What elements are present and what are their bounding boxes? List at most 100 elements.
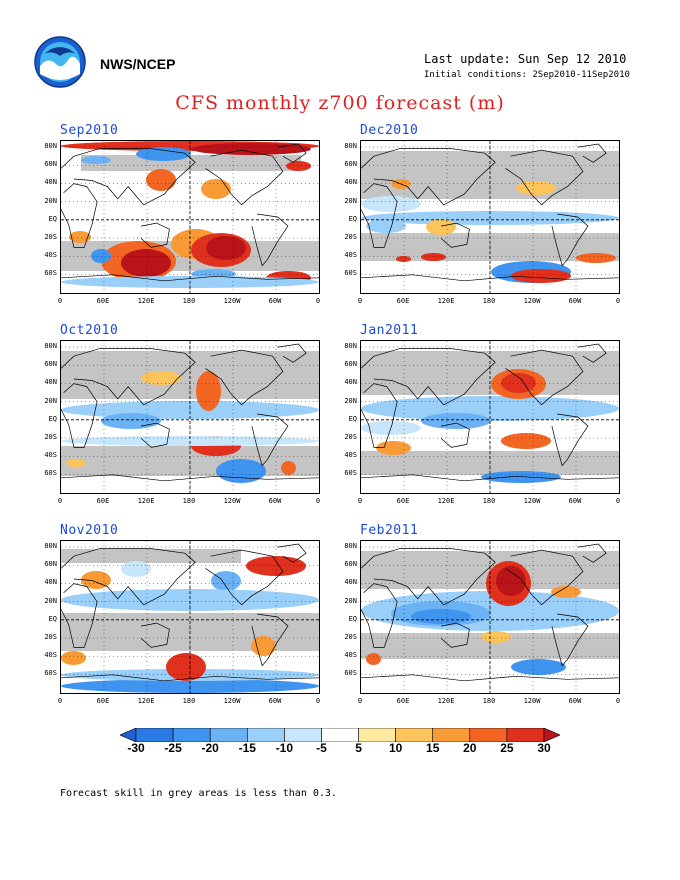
- anomaly-region: [201, 179, 231, 199]
- map-panel-oct2010: [60, 340, 320, 494]
- map-canvas: [361, 341, 619, 493]
- lat-tick-label: EQ: [348, 214, 357, 223]
- colorbar-swatch: [172, 728, 211, 742]
- lat-tick-label: 40S: [44, 251, 57, 260]
- lat-tick-label: EQ: [348, 414, 357, 423]
- coastline: [577, 543, 607, 563]
- lat-tick-label: 20N: [44, 596, 57, 605]
- coastline: [505, 149, 584, 206]
- colorbar-tick-label: -20: [201, 741, 219, 755]
- lat-tick-label: EQ: [48, 414, 57, 423]
- lat-tick-label: 40N: [44, 178, 57, 187]
- anomaly-region: [411, 609, 471, 624]
- lat-tick-label: 60S: [44, 269, 57, 278]
- lat-tick-label: 60S: [344, 469, 357, 478]
- lon-tick-label: 180: [182, 697, 196, 705]
- lon-tick-label: 120E: [437, 497, 455, 505]
- anomaly-region: [101, 413, 161, 429]
- lon-tick-label: 0: [615, 297, 621, 305]
- lat-tick-label: 60S: [44, 669, 57, 678]
- coastline: [577, 143, 607, 163]
- colorbar: [120, 728, 560, 742]
- lat-tick-label: 60S: [44, 469, 57, 478]
- coastline: [551, 613, 589, 667]
- lon-tick-label: 0: [315, 697, 321, 705]
- lon-tick-label: 60E: [96, 497, 110, 505]
- lon-tick-label: 120W: [523, 297, 541, 305]
- lat-tick-label: 40N: [44, 378, 57, 387]
- coastline: [205, 349, 284, 406]
- anomaly-region: [81, 156, 111, 164]
- anomaly-region: [121, 561, 151, 577]
- colorbar-swatch: [506, 728, 545, 742]
- coastline: [361, 583, 398, 648]
- lon-tick-label: 180: [182, 297, 196, 305]
- coastline: [251, 413, 289, 467]
- lon-tick-label: 180: [482, 497, 496, 505]
- lat-tick-label: EQ: [348, 614, 357, 623]
- footnote: Forecast skill in grey areas is less tha…: [60, 788, 337, 799]
- lon-tick-label: 0: [357, 697, 363, 705]
- lat-tick-label: 40S: [44, 451, 57, 460]
- coastline: [505, 349, 584, 406]
- anomaly-region: [426, 219, 456, 235]
- coastline: [61, 548, 196, 606]
- coastline: [251, 213, 289, 267]
- anomaly-region: [501, 373, 536, 393]
- coastline: [61, 183, 98, 248]
- coastline: [505, 549, 584, 606]
- lat-tick-label: 60N: [44, 160, 57, 169]
- anomaly-region: [501, 433, 551, 449]
- lat-tick-label: 20S: [344, 433, 357, 441]
- colorbar-tick-label: -30: [127, 741, 145, 755]
- coastline: [361, 183, 398, 248]
- panel-label-feb2011: Feb2011: [360, 523, 419, 538]
- lon-tick-label: 120E: [137, 497, 155, 505]
- map-panel-nov2010: [60, 540, 320, 694]
- lon-tick-label: 120W: [523, 497, 541, 505]
- anomaly-region: [421, 253, 446, 261]
- lon-tick-label: 120W: [223, 297, 241, 305]
- lat-tick-label: 60N: [44, 560, 57, 569]
- anomaly-region: [216, 459, 266, 483]
- anomaly-region: [191, 143, 311, 155]
- lon-tick-label: 60E: [396, 497, 410, 505]
- lat-tick-label: 20N: [344, 596, 357, 605]
- lon-tick-label: 120E: [137, 297, 155, 305]
- lon-tick-label: 60W: [268, 497, 282, 505]
- lat-tick-label: 60N: [44, 360, 57, 369]
- lat-tick-label: 40S: [344, 251, 357, 260]
- lon-tick-label: 120E: [137, 697, 155, 705]
- anomaly-region: [121, 249, 171, 277]
- colorbar-swatch: [209, 728, 248, 742]
- lon-tick-label: 60W: [568, 697, 582, 705]
- lon-tick-label: 120W: [223, 497, 241, 505]
- lon-tick-label: 60W: [568, 497, 582, 505]
- colorbar-swatch: [284, 728, 322, 742]
- lat-tick-label: 20N: [344, 396, 357, 405]
- anomaly-region: [141, 371, 181, 385]
- anomaly-region: [69, 231, 91, 243]
- lon-tick-label: 120W: [223, 697, 241, 705]
- anomaly-region: [211, 571, 241, 591]
- lon-tick-label: 180: [182, 497, 196, 505]
- colorbar-swatch: [543, 728, 560, 742]
- page-title: CFS monthly z700 forecast (m): [175, 92, 505, 114]
- lat-tick-label: 20S: [44, 633, 57, 641]
- anomaly-region: [251, 636, 276, 656]
- coastline: [140, 622, 170, 648]
- anomaly-region: [206, 236, 246, 260]
- anomaly-region: [481, 471, 561, 483]
- lat-tick-label: 20S: [344, 233, 357, 241]
- colorbar-tick-label: 5: [355, 741, 362, 755]
- colorbar-swatch: [321, 728, 359, 742]
- lon-tick-label: 180: [482, 297, 496, 305]
- lat-tick-label: 40S: [344, 651, 357, 660]
- lon-tick-label: 60W: [268, 297, 282, 305]
- anomaly-region: [396, 256, 411, 262]
- lat-tick-label: 20N: [44, 396, 57, 405]
- anomaly-region: [146, 169, 176, 191]
- coastline: [440, 422, 470, 448]
- lat-tick-label: 20N: [344, 196, 357, 205]
- coastline: [140, 422, 170, 448]
